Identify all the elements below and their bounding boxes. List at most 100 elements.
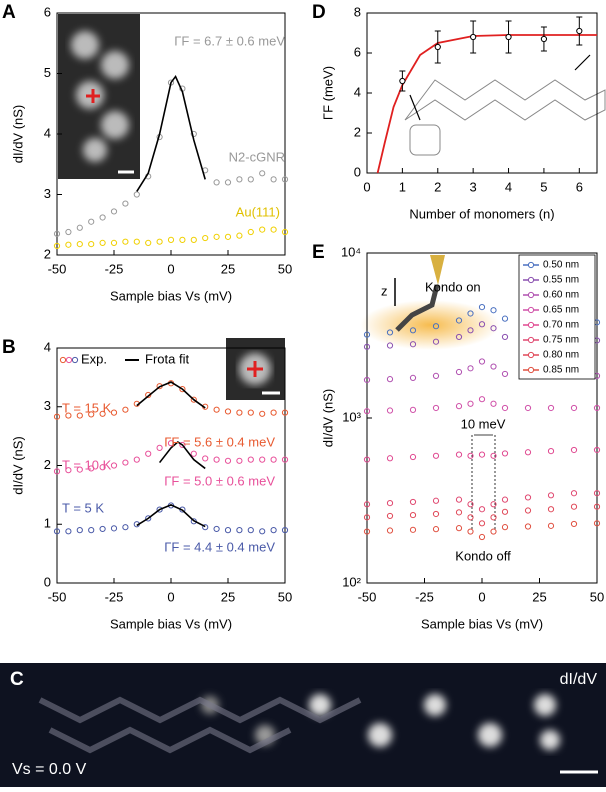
data-point [409, 341, 417, 348]
data-point [547, 404, 555, 412]
data-point [88, 527, 95, 534]
data-point [467, 452, 474, 459]
data-point [432, 497, 440, 504]
data-point [490, 452, 497, 459]
data-point [76, 466, 83, 473]
panel-letter: D [312, 2, 326, 23]
legend-label: 0.80 nm [543, 350, 579, 361]
legend-marker [527, 306, 535, 314]
data-point [455, 496, 463, 503]
x-tick-label: 0 [363, 179, 370, 194]
data-point [76, 241, 83, 248]
data-point [399, 77, 406, 85]
data-point [133, 456, 140, 463]
data-point [455, 333, 463, 341]
fit-line [136, 74, 206, 192]
x-tick-label: 25 [532, 589, 546, 604]
y-tick-label: 4 [354, 84, 361, 99]
data-point [53, 413, 61, 420]
data-point [409, 374, 417, 381]
data-point [202, 455, 209, 462]
data-point [455, 509, 463, 516]
data-point [76, 527, 83, 534]
data-point [432, 338, 440, 345]
fit-line [158, 441, 206, 470]
data-point [122, 238, 129, 245]
data-point [467, 400, 474, 407]
data-point [467, 365, 474, 372]
x-tick-label: 3 [470, 179, 477, 194]
data-point [110, 525, 118, 532]
data-point [540, 35, 548, 43]
x-tick-label: -25 [105, 261, 124, 276]
plot-frame [366, 12, 598, 174]
x-tick-label: 0 [478, 589, 485, 604]
annotation: 10 meV [461, 416, 506, 431]
data-point [467, 528, 474, 535]
y-tick-label: 2 [44, 246, 51, 261]
data-point [363, 528, 371, 535]
y-tick-label: 0 [44, 574, 51, 589]
data-point [409, 526, 417, 533]
data-point [99, 464, 106, 471]
data-point [259, 170, 266, 177]
data-point [133, 191, 140, 198]
y-axis-label: ΓF (meV) [320, 66, 335, 120]
inset-image-a [58, 14, 140, 179]
legend-marker [71, 356, 79, 364]
legend-marker [527, 291, 535, 299]
data-point [524, 507, 532, 514]
legend-box [518, 254, 596, 380]
data-point [247, 176, 254, 183]
data-point [478, 451, 486, 458]
data-point [281, 228, 289, 236]
data-point [363, 343, 371, 350]
annotation: ΓF = 5.6 ± 0.4 meV [164, 434, 275, 449]
data-point [65, 528, 72, 535]
data-point [224, 408, 232, 415]
data-point [53, 468, 61, 475]
y-tick-label: 10² [342, 574, 361, 589]
data-point [570, 520, 578, 528]
legend-label: 0.60 nm [543, 290, 579, 301]
data-point [236, 527, 243, 534]
y-tick-label: 6 [44, 4, 51, 19]
data-point [478, 396, 486, 403]
data-point [122, 459, 129, 466]
x-axis-label: Sample bias Vs (mV) [421, 616, 543, 631]
data-point [501, 524, 509, 531]
data-point [281, 527, 289, 534]
legend-label: 0.70 nm [543, 320, 579, 331]
data-point [213, 456, 220, 463]
data-point [99, 214, 106, 221]
x-axis-label: Sample bias Vs (mV) [110, 288, 232, 303]
annotation: T = 15 K [62, 400, 112, 415]
data-point [53, 242, 61, 250]
data-point [363, 514, 371, 521]
data-point [490, 325, 497, 332]
data-point [432, 510, 440, 518]
data-point [270, 456, 277, 463]
annotation: z [381, 283, 388, 298]
annotation: ΓF = 6.7 ± 0.6 meV [174, 33, 285, 48]
x-tick-label: 25 [221, 261, 235, 276]
y-tick-label: 0 [354, 164, 361, 179]
data-point [576, 27, 583, 35]
y-tick-label: 5 [44, 65, 51, 80]
data-point [478, 533, 486, 541]
data-point [363, 376, 371, 384]
data-point [478, 321, 486, 328]
y-tick-label: 8 [354, 4, 361, 19]
data-point [490, 307, 497, 314]
data-point [524, 449, 532, 456]
data-point [524, 494, 532, 501]
data-point [570, 503, 578, 510]
y-tick-label: 3 [44, 398, 51, 413]
data-point [247, 228, 254, 236]
data-point [593, 520, 601, 527]
data-point [88, 241, 95, 248]
data-point [432, 372, 440, 379]
x-tick-label: 6 [576, 179, 583, 194]
data-point [65, 412, 72, 419]
